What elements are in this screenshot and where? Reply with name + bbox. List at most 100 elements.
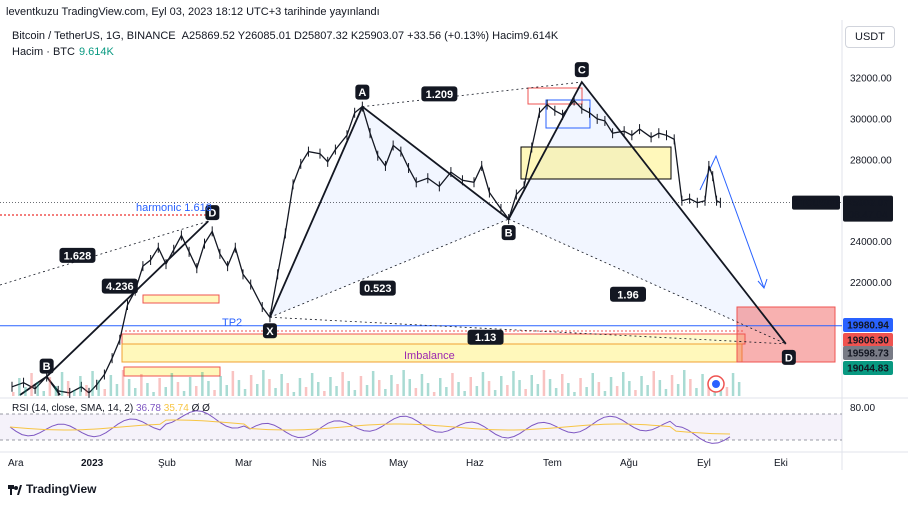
zone-peak-blue[interactable] — [545, 99, 591, 129]
ratio-label-5: 4.236 — [106, 281, 134, 293]
volume-bar-32 — [207, 381, 210, 396]
volume-bar-21 — [140, 374, 143, 396]
ratio-label-5-box[interactable] — [101, 278, 138, 294]
volume-bar-1 — [18, 378, 21, 396]
volume-bar-110 — [683, 370, 686, 396]
volume-bar-12 — [85, 385, 88, 396]
volume-bar-62 — [390, 375, 393, 396]
volume-bar-73 — [457, 382, 460, 396]
volume-bar-41 — [262, 370, 265, 396]
volume-bar-78 — [487, 381, 491, 396]
level-label-1: 19806.30 — [847, 336, 889, 347]
point-label-c: C — [578, 65, 586, 77]
volume-bar-2 — [24, 387, 27, 396]
volume-bar-70 — [439, 378, 442, 396]
ratio-label-0-box[interactable] — [421, 86, 458, 102]
volume-bar-4 — [36, 382, 39, 396]
volume-bar-26 — [170, 373, 174, 396]
volume-bar-34 — [219, 376, 222, 396]
point-label-a-box[interactable] — [355, 84, 370, 100]
ohlc-values: A25869.52 Y26085.01 D25807.32 K25903.07 … — [181, 30, 559, 42]
volume-bar-71 — [445, 387, 448, 396]
volume-bar-89 — [554, 388, 558, 396]
volume-bar-66 — [414, 388, 418, 396]
volume-bar-65 — [408, 379, 411, 396]
zone-peak[interactable] — [527, 87, 583, 105]
point-label-d-box[interactable] — [781, 349, 796, 365]
volume-bar-106 — [658, 380, 662, 396]
ratio-label-2: 1.96 — [617, 289, 638, 301]
early-pattern-line[interactable] — [46, 220, 209, 378]
volume-bar-55 — [347, 381, 350, 396]
volume-bar-37 — [237, 380, 241, 396]
rsi-sma-value: 35.74 — [163, 403, 189, 414]
ratio-label-2-box[interactable] — [610, 286, 646, 302]
currency-button[interactable]: USDT — [845, 26, 895, 48]
volume-bar-69 — [432, 392, 436, 396]
volume-bar-84 — [524, 389, 527, 396]
early-point-label-b-box[interactable] — [39, 358, 54, 374]
symbol-name[interactable]: Bitcoin / TetherUS, 1G, BINANCE — [12, 30, 176, 42]
time-tick-8: Ağu — [620, 458, 638, 469]
point-label-x-box[interactable] — [262, 323, 277, 339]
volume-bar-92 — [573, 392, 576, 396]
volume-bar-104 — [646, 385, 649, 396]
volume-bar-54 — [341, 372, 344, 396]
level-box-0 — [843, 318, 893, 332]
zone-july[interactable] — [520, 146, 672, 180]
level-box-3 — [843, 361, 893, 375]
zone-lower[interactable] — [123, 366, 221, 377]
price-series-line[interactable] — [11, 99, 721, 394]
volume-bar-103 — [640, 376, 643, 396]
volume-bar-117 — [725, 387, 729, 396]
volume-bar-108 — [670, 375, 674, 396]
time-tick-2: Şub — [158, 458, 176, 469]
ratio-label-1-box[interactable] — [359, 280, 396, 296]
volume-value: 9.614K — [78, 46, 114, 58]
projection-arrow[interactable] — [699, 154, 765, 289]
early-point-label-d-box[interactable] — [205, 205, 220, 221]
volume-bar-77 — [481, 372, 485, 396]
ratio-label-3-box[interactable] — [467, 329, 504, 345]
volume-bar-72 — [451, 373, 454, 396]
volume-bar-86 — [536, 384, 540, 396]
ratio-label-4-box[interactable] — [59, 247, 96, 263]
volume-bar-11 — [79, 376, 82, 396]
volume-bar-112 — [695, 388, 698, 396]
tradingview-logo[interactable]: TradingView — [8, 482, 96, 496]
ratio-line-xb — [269, 218, 509, 318]
volume-bar-40 — [256, 384, 259, 396]
point-label-b-box[interactable] — [501, 225, 516, 241]
volume-bar-119 — [737, 382, 741, 396]
volume-bar-83 — [518, 380, 521, 396]
harmonic-annotation: harmonic 1.618 — [136, 202, 212, 214]
zone-left[interactable] — [142, 294, 220, 304]
rsi-label: RSI (14, close, SMA, 14, 2) — [12, 403, 134, 414]
time-tick-5: May — [389, 458, 408, 469]
price-tick-2: 28000.00 — [850, 155, 892, 166]
volume-bar-59 — [371, 371, 375, 396]
volume-bar-60 — [378, 380, 381, 396]
publish-info: leventkuzu TradingView.com, Eyl 03, 2023… — [6, 6, 380, 18]
zone-upper[interactable] — [121, 333, 746, 345]
ratio-line-bd — [508, 218, 787, 345]
rsi-line[interactable] — [9, 410, 731, 444]
point-label-c-box[interactable] — [574, 62, 589, 78]
price-tick-4: 24000.00 — [850, 237, 892, 248]
price-tick-0: 32000.00 — [850, 74, 892, 85]
volume-bar-109 — [676, 384, 680, 396]
volume-bar-0 — [12, 392, 15, 396]
imbalance-annotation: Imbalance — [404, 350, 455, 362]
volume-bar-47 — [298, 378, 302, 396]
volume-bar-43 — [274, 388, 277, 396]
tradingview-logo-icon — [8, 484, 22, 495]
volume-bar-97 — [603, 391, 607, 396]
volume-bar-48 — [304, 387, 308, 396]
rsi-sma-line[interactable] — [9, 419, 731, 435]
ratio-line-xd — [269, 316, 786, 345]
countdown-value: 08:47:04 — [849, 210, 888, 221]
imbalance-zone[interactable] — [121, 343, 743, 363]
volume-bar-57 — [359, 376, 363, 396]
level-label-2: 19598.73 — [847, 349, 889, 360]
